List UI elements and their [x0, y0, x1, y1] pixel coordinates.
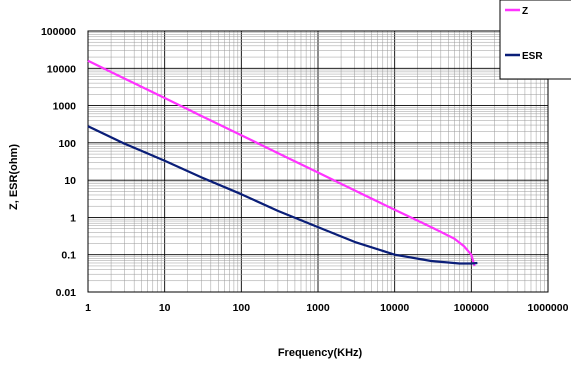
x-axis-label: Frequency(KHz) — [278, 347, 363, 359]
y-tick-label: 1000 — [53, 101, 77, 113]
y-tick-label: 100000 — [41, 26, 76, 38]
x-tick-label: 1000 — [306, 302, 330, 314]
y-tick-labels: 100000 10000 1000 100 10 1 0.1 0.01 — [41, 26, 76, 299]
legend-label-z: Z — [522, 6, 528, 17]
legend-label-esr: ESR — [522, 51, 543, 62]
y-tick-label: 1 — [70, 212, 76, 224]
series-layer — [87, 59, 478, 267]
y-tick-label: 100 — [58, 138, 76, 150]
plot-area — [87, 30, 549, 293]
series-line-esr — [87, 125, 478, 265]
legend: Z ESR — [499, 0, 571, 80]
legend-box — [499, 0, 571, 80]
y-tick-label: 0.1 — [61, 250, 76, 262]
x-tick-label: 100 — [233, 302, 251, 314]
x-tick-label: 100000 — [454, 302, 489, 314]
y-tick-label: 0.01 — [56, 287, 77, 299]
grid-layer — [87, 31, 548, 293]
x-tick-label: 10000 — [380, 302, 409, 314]
y-axis-label: Z, ESR(ohm) — [8, 144, 20, 210]
x-tick-label: 1 — [85, 302, 91, 314]
series-line-z — [87, 59, 476, 267]
y-tick-label: 10 — [64, 175, 76, 187]
x-tick-label: 1000000 — [528, 302, 569, 314]
x-tick-label: 10 — [159, 302, 171, 314]
x-tick-labels: 1 10 100 1000 10000 100000 1000000 — [85, 302, 569, 314]
y-tick-label: 10000 — [47, 63, 76, 75]
